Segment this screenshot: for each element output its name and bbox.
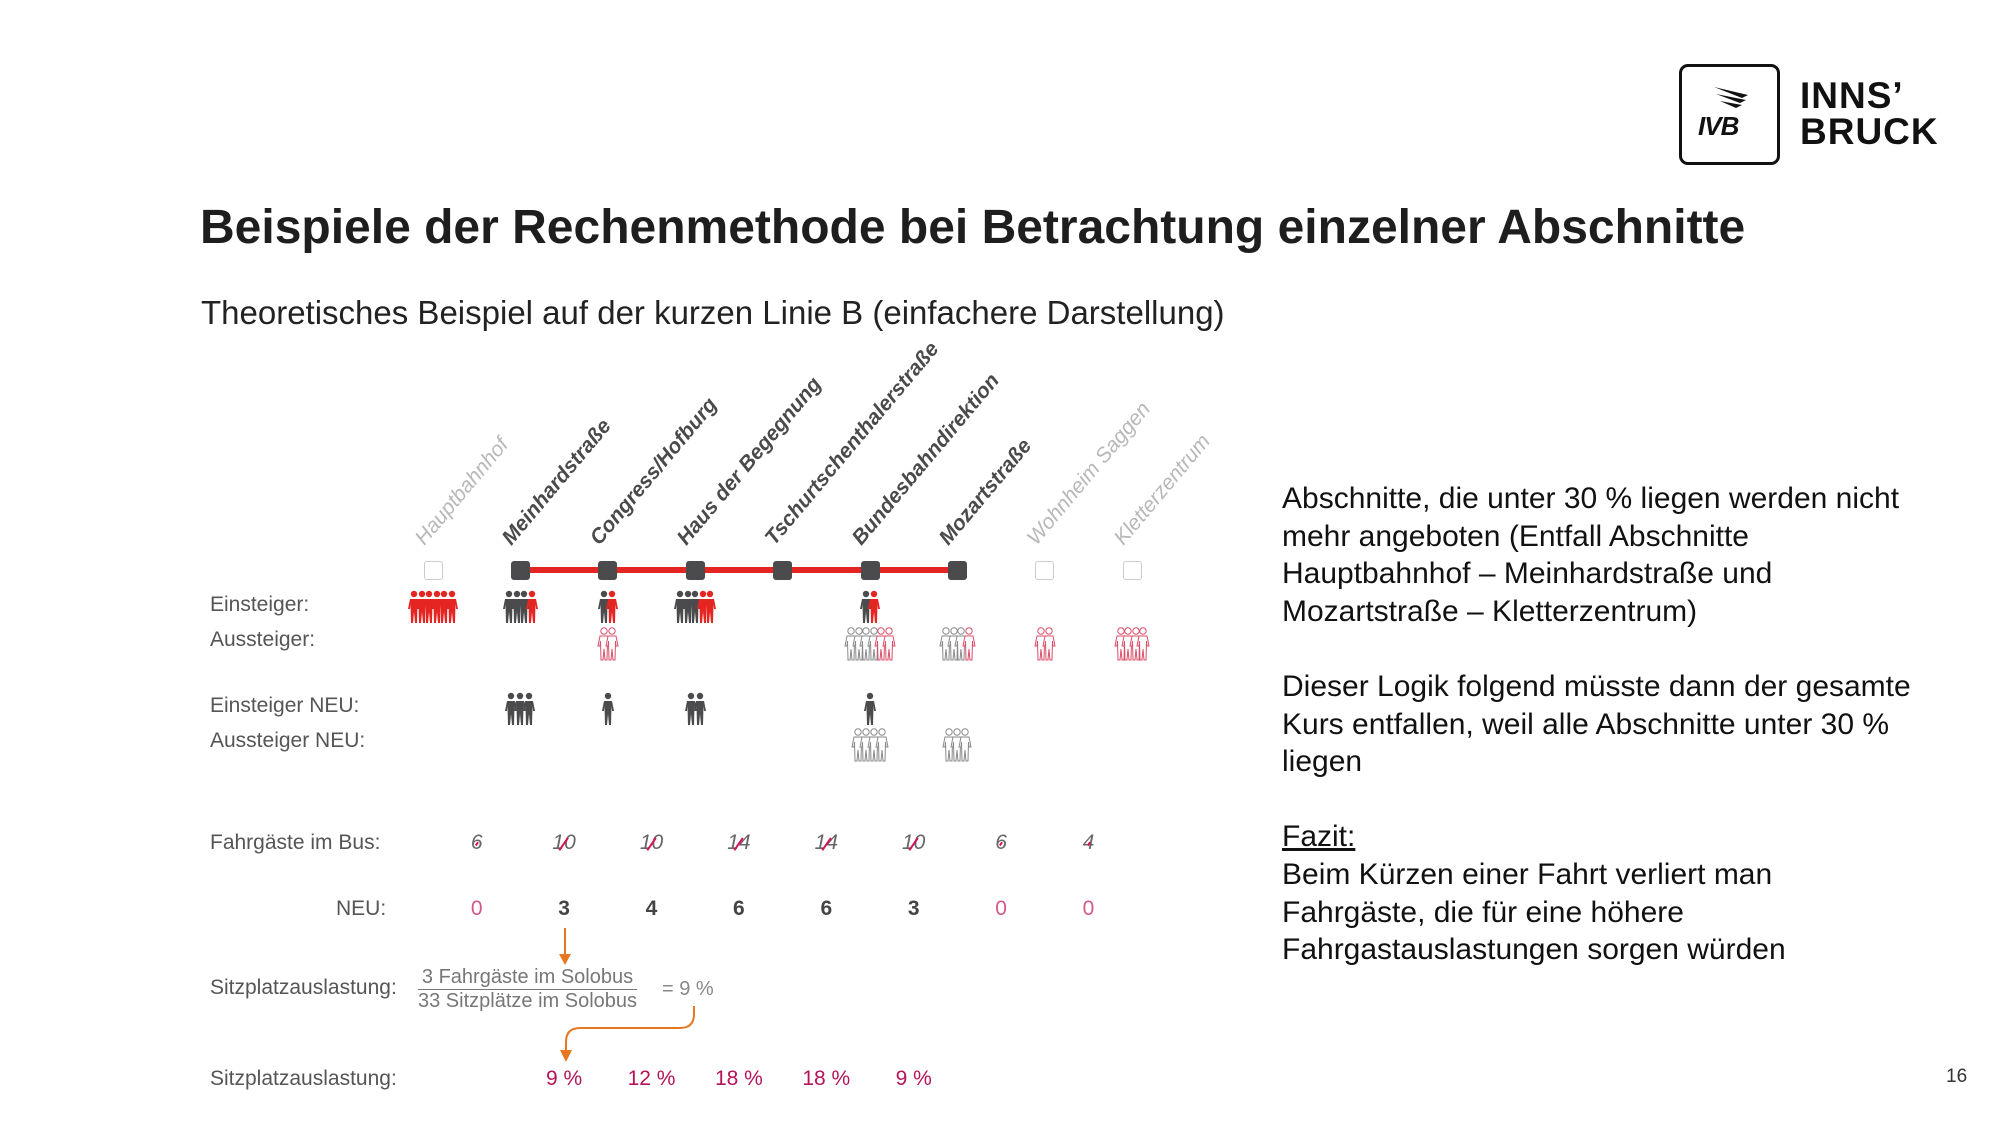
struck-count: 6 (470, 831, 483, 854)
person-boarding-new-icon (864, 692, 876, 725)
person-boarding-red-icon (525, 590, 538, 623)
neu-value: 6 (733, 897, 745, 920)
struck-count: 6 (995, 831, 1007, 854)
sitzplatz-value: 18 % (714, 1067, 763, 1090)
station-stop-inactive (1035, 560, 1055, 580)
station-stop (947, 560, 967, 580)
station-stop (598, 560, 618, 580)
station-stop (773, 560, 793, 580)
person-boarding-new-icon (505, 692, 518, 725)
label-sitzplatz-formula: Sitzplatzauslastung: (210, 976, 397, 999)
person-boarding-new-icon (693, 692, 706, 725)
person-alighting-new-icon (958, 728, 973, 762)
innsbruck-wordmark: INNS’ BRUCK (1800, 75, 1939, 152)
label-einsteiger: Einsteiger: (210, 593, 310, 616)
person-alighting-red-icon (1114, 627, 1128, 661)
person-boarding-red-icon (605, 590, 618, 623)
fahrgaeste-value: 6 (447, 831, 507, 855)
person-boarding-red-icon (867, 590, 880, 623)
explanation-text: Abschnitte, die unter 30 % liegen werden… (1282, 480, 1922, 969)
page-number: 16 (1946, 1066, 1968, 1087)
struck-count: 4 (1082, 831, 1095, 854)
label-fahrgaeste: Fahrgäste im Bus: (210, 831, 381, 854)
arrow-down-icon (559, 928, 571, 965)
station-stop (510, 560, 530, 580)
person-alighting-new-icon (875, 728, 889, 762)
neu-value: 4 (645, 897, 658, 920)
curved-arrow-icon (560, 1006, 695, 1062)
neu-value: 3 (558, 897, 570, 920)
formula-fraction: 3 Fahrgäste im Solobus 33 Sitzplätze im … (418, 966, 638, 1013)
label-aussteiger-neu: Aussteiger NEU: (210, 729, 366, 752)
person-boarding-red-icon (445, 590, 458, 623)
paragraph-2: Dieser Logik folgend müsste dann der ges… (1282, 669, 1911, 779)
neu-value: 3 (907, 897, 920, 920)
person-boarding-new-icon (601, 692, 614, 725)
station-stop-inactive (1122, 560, 1142, 580)
page-title: Beispiele der Rechenmethode bei Betracht… (200, 201, 1746, 254)
person-boarding-red-icon (704, 590, 717, 623)
person-alighting-red-icon (1136, 627, 1151, 661)
arrows-layer (559, 928, 695, 1062)
struck-count: 14 (814, 831, 838, 854)
station-stop (860, 560, 880, 580)
struck-count: 10 (902, 831, 926, 854)
person-alighting-red-icon (1041, 627, 1056, 661)
ivb-logo-text: IVB (1698, 111, 1739, 141)
neu-value: 6 (820, 897, 833, 920)
formula-denominator: 33 Sitzplätze im Solobus (418, 990, 638, 1012)
sitzplatz-value: 18 % (802, 1067, 851, 1090)
person-alighting-red-icon (604, 627, 619, 661)
label-neu: NEU: (336, 897, 387, 920)
paragraph-1: Abschnitte, die unter 30 % liegen werden… (1282, 482, 1900, 628)
sitzplatz-value: 12 % (627, 1067, 676, 1090)
neu-value: 0 (470, 897, 483, 920)
person-alighting-red-icon (882, 627, 896, 661)
sitzplatz-value: 9 % (895, 1067, 932, 1090)
fahrgaeste-value: 10 (622, 831, 682, 855)
sitzplatz-value: 9 % (546, 1067, 583, 1090)
fahrgaeste-value: 14 (796, 831, 856, 855)
formula-result: = 9 % (662, 978, 714, 1000)
fahrgaeste-value: 6 (971, 831, 1031, 855)
station-stop (685, 560, 705, 580)
station-stop-inactive (423, 560, 443, 580)
wings-icon (1714, 87, 1748, 108)
struck-count: 14 (727, 831, 751, 854)
neu-value: 0 (995, 897, 1007, 920)
page-subtitle: Theoretisches Beispiel auf der kurzen Li… (201, 294, 1225, 331)
fazit-heading: Fazit: (1282, 820, 1356, 854)
fahrgaeste-value: 14 (709, 831, 769, 855)
struck-count: 10 (639, 831, 664, 854)
wordmark-line1: INNS’ (1800, 75, 1904, 116)
wordmark-line2: BRUCK (1800, 111, 1939, 152)
route-diagram: Einsteiger: Aussteiger: Einsteiger NEU: … (0, 0, 1250, 1125)
fahrgaeste-value: 4 (1059, 831, 1119, 855)
person-boarding-new-icon (514, 692, 527, 725)
struck-count: 10 (552, 831, 576, 854)
fahrgaeste-value: 10 (884, 831, 944, 855)
person-boarding-new-icon (523, 692, 536, 725)
fahrgaeste-value: 10 (534, 831, 594, 855)
ivb-logo: IVB (1679, 64, 1780, 165)
formula-numerator: 3 Fahrgäste im Solobus (418, 966, 638, 990)
label-einsteiger-neu: Einsteiger NEU: (210, 694, 360, 717)
person-alighting-red-icon (962, 627, 976, 661)
route-track (520, 567, 958, 573)
label-aussteiger: Aussteiger: (210, 628, 316, 651)
neu-value: 0 (1082, 897, 1095, 920)
person-boarding-new-icon (684, 692, 697, 725)
fazit-text: Beim Kürzen einer Fahrt verliert man Fah… (1282, 857, 1786, 967)
label-sitzplatz: Sitzplatzauslastung: (210, 1067, 397, 1090)
